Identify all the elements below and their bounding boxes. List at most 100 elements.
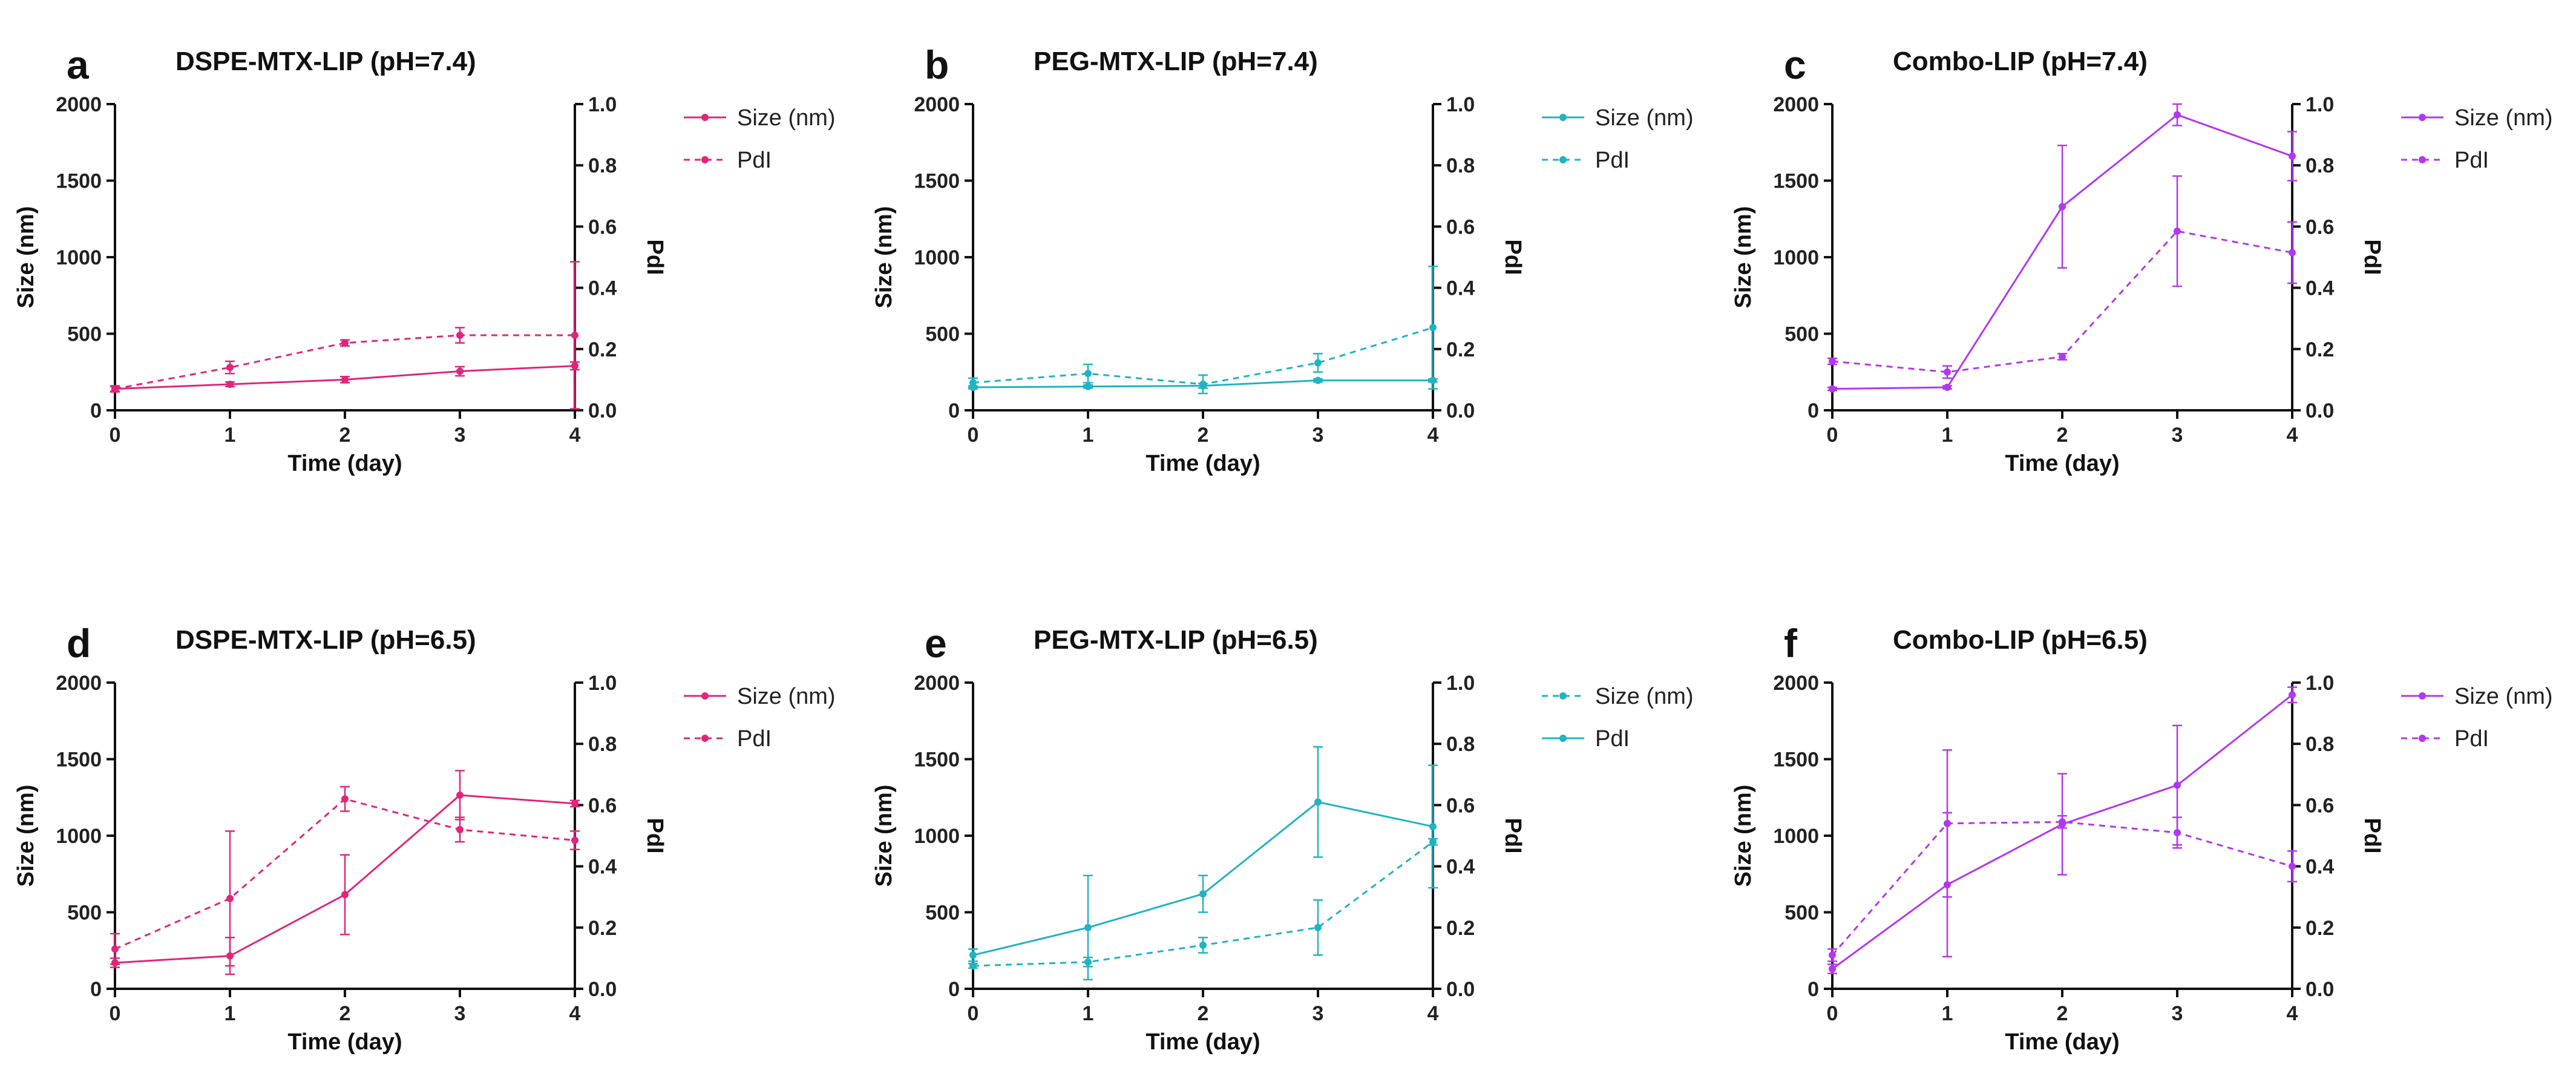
x-tick-label: 4 [569, 424, 581, 447]
data-point [1084, 923, 1092, 931]
y2-axis-label: PdI [1500, 818, 1526, 853]
data-point [2174, 111, 2181, 119]
data-point [1199, 380, 1207, 388]
y-tick-label: 1000 [914, 246, 960, 269]
data-point [226, 894, 234, 902]
panel-letter: a [67, 42, 90, 87]
legend-marker [1559, 114, 1567, 121]
y-axis-label: Size (nm) [1731, 206, 1756, 309]
y2-axis-label: PdI [1500, 239, 1526, 275]
x-tick-label: 1 [1083, 424, 1094, 447]
y-axis-label: Size (nm) [1731, 785, 1756, 887]
panel-title: PEG-MTX-LIP (pH=7.4) [1034, 47, 1318, 76]
data-point [969, 379, 977, 387]
panel-title: Combo-LIP (pH=6.5) [1893, 625, 2148, 655]
y2-tick-label: 0.4 [1446, 856, 1475, 879]
legend-entry: PdI [2401, 148, 2489, 173]
y-tick-label: 500 [1785, 902, 1819, 925]
data-point [226, 364, 234, 372]
data-point [1944, 384, 1951, 392]
legend-label: Size (nm) [2454, 684, 2553, 709]
data-point [969, 962, 977, 970]
y2-tick-label: 0.0 [588, 978, 617, 1001]
y-tick-label: 1000 [56, 825, 102, 848]
data-point [2059, 203, 2066, 211]
panel-f: f Combo-LIP (pH=6.5) 0 1 2 3 4 0 500 1000 1500 2000… [1731, 621, 2553, 1055]
y2-tick-label: 0.4 [2306, 277, 2334, 300]
y2-tick-label: 0.2 [588, 917, 617, 940]
panel-a: a DSPE-MTX-LIP (pH=7.4) 0 1 2 3 4 0 500 1000 1500 2… [13, 42, 836, 476]
data-point [1829, 965, 1836, 973]
x-tick-label: 2 [1198, 1002, 1209, 1025]
data-point [456, 367, 464, 375]
legend-marker [701, 692, 709, 700]
y2-tick-label: 0.6 [1446, 794, 1475, 817]
y2-tick-label: 0.2 [1446, 917, 1475, 940]
y-tick-label: 500 [67, 902, 102, 925]
legend-label: PdI [2454, 148, 2489, 173]
data-point [1314, 923, 1322, 931]
panel-b: b PEG-MTX-LIP (pH=7.4) 0 1 2 3 4 0 500 1000 1500 20… [871, 42, 1694, 476]
x-axis-label: Time (day) [2005, 451, 2119, 476]
data-point [2174, 227, 2181, 235]
y2-tick-label: 0.4 [2306, 856, 2334, 879]
x-tick-label: 1 [1942, 424, 1953, 447]
x-tick-label: 3 [2172, 424, 2183, 447]
series-pdi [1827, 175, 2297, 379]
x-tick-label: 2 [2057, 424, 2068, 447]
data-point [456, 825, 464, 833]
series-size [1827, 686, 2297, 974]
x-tick-label: 1 [224, 1002, 236, 1025]
data-point [1084, 370, 1092, 378]
data-point [1944, 819, 1951, 827]
y-tick-label: 500 [925, 323, 960, 346]
legend-marker [701, 114, 709, 121]
x-axis-label: Time (day) [287, 1029, 402, 1055]
legend-marker [2419, 735, 2426, 742]
y-tick-label: 500 [67, 323, 102, 346]
legend-label: Size (nm) [2454, 105, 2553, 131]
y2-tick-label: 1.0 [1446, 672, 1475, 695]
x-axis-label: Time (day) [1145, 1029, 1260, 1055]
x-axis-label: Time (day) [2005, 1029, 2119, 1055]
panel-e: e PEG-MTX-LIP (pH=6.5) 0 1 2 3 4 0 500 1000 1500 20… [871, 621, 1694, 1055]
legend-entry: Size (nm) [684, 684, 836, 709]
y2-tick-label: 0.2 [588, 338, 617, 361]
data-point [341, 891, 349, 899]
data-point [341, 339, 349, 347]
legend-marker [2419, 156, 2426, 163]
x-tick-label: 0 [968, 424, 979, 447]
y2-axis-label: PdI [642, 239, 667, 275]
x-axis-label: Time (day) [1145, 451, 1260, 476]
panel-title: DSPE-MTX-LIP (pH=7.4) [175, 47, 476, 76]
series-size [1827, 103, 2297, 393]
y2-tick-label: 1.0 [2306, 93, 2334, 116]
legend-marker [1559, 156, 1567, 163]
x-tick-label: 3 [454, 424, 466, 447]
y-tick-label: 1000 [1773, 246, 1819, 269]
panel-letter: f [1784, 621, 1798, 666]
data-point [2289, 862, 2296, 870]
x-tick-label: 3 [2172, 1002, 2183, 1025]
legend-entry: PdI [684, 726, 772, 752]
y2-tick-label: 1.0 [2306, 672, 2334, 695]
data-point [2174, 828, 2181, 836]
data-point [1314, 359, 1322, 367]
data-point [571, 332, 578, 339]
y-tick-label: 2000 [914, 93, 960, 116]
data-point [969, 951, 977, 959]
y2-tick-label: 0.6 [2306, 794, 2334, 817]
y2-tick-label: 0.4 [588, 856, 617, 879]
y-tick-label: 1500 [1773, 170, 1819, 193]
y-tick-label: 2000 [1773, 672, 1819, 695]
data-point [456, 791, 464, 799]
y2-tick-label: 0.6 [588, 794, 617, 817]
data-point [341, 376, 349, 384]
y2-tick-label: 0.0 [2306, 978, 2334, 1001]
legend-marker [1559, 692, 1567, 700]
y-axis-label: Size (nm) [871, 785, 897, 887]
series-pdi [968, 265, 1438, 395]
y2-tick-label: 0.8 [1446, 733, 1475, 756]
data-point [571, 836, 578, 844]
